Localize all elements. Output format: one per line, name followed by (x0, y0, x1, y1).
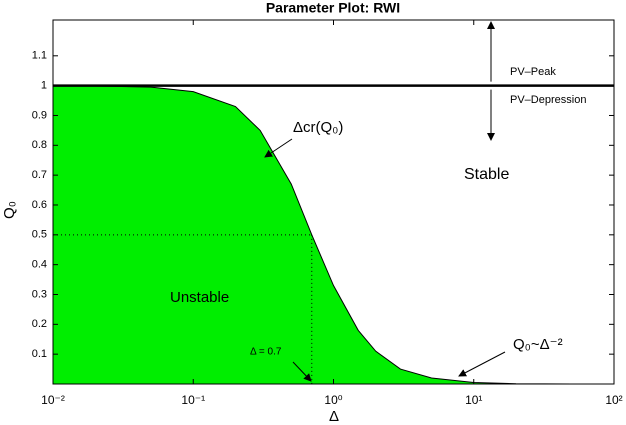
y-tick-label: 0.2 (32, 318, 47, 330)
curve (52, 85, 614, 385)
x-tick-label: 10⁰ (324, 393, 342, 407)
annotation: PV–Peak (510, 66, 556, 78)
x-tick-label: 10⁻¹ (181, 393, 205, 407)
x-tick-label: 10¹ (465, 393, 482, 407)
annotation: PV–Depression (510, 94, 586, 106)
x-axis-label: Δ (329, 408, 339, 425)
chart-title: Parameter Plot: RWI (266, 0, 400, 16)
annotation: Q₀~Δ⁻² (513, 336, 563, 353)
arrow (264, 138, 293, 158)
y-tick-label: 0.7 (32, 169, 47, 181)
y-tick-label: 0.1 (32, 348, 47, 360)
y-axis-label: Q₀ (1, 201, 18, 219)
y-tick-label: 0.4 (32, 259, 47, 271)
annotation: Δcr(Q₀) (293, 119, 343, 136)
y-tick-label: 1.1 (32, 50, 47, 62)
x-tick-label: 10² (605, 393, 622, 407)
y-tick-label: 0.8 (32, 139, 47, 151)
y-tick-label: 1 (41, 80, 47, 92)
y-tick-label: 0.3 (32, 288, 47, 300)
y-tick-label: 0.5 (32, 229, 47, 241)
annotation: Stable (464, 166, 509, 183)
annotation: Δ = 0.7 (250, 347, 282, 358)
area (53, 85, 614, 384)
y-tick-label: 0.9 (32, 109, 47, 121)
arrow (292, 361, 312, 382)
arrow (458, 351, 506, 377)
x-tick-label: 10⁻² (41, 393, 65, 407)
y-tick-label: 0.6 (32, 199, 47, 211)
annotation: Unstable (170, 289, 229, 306)
